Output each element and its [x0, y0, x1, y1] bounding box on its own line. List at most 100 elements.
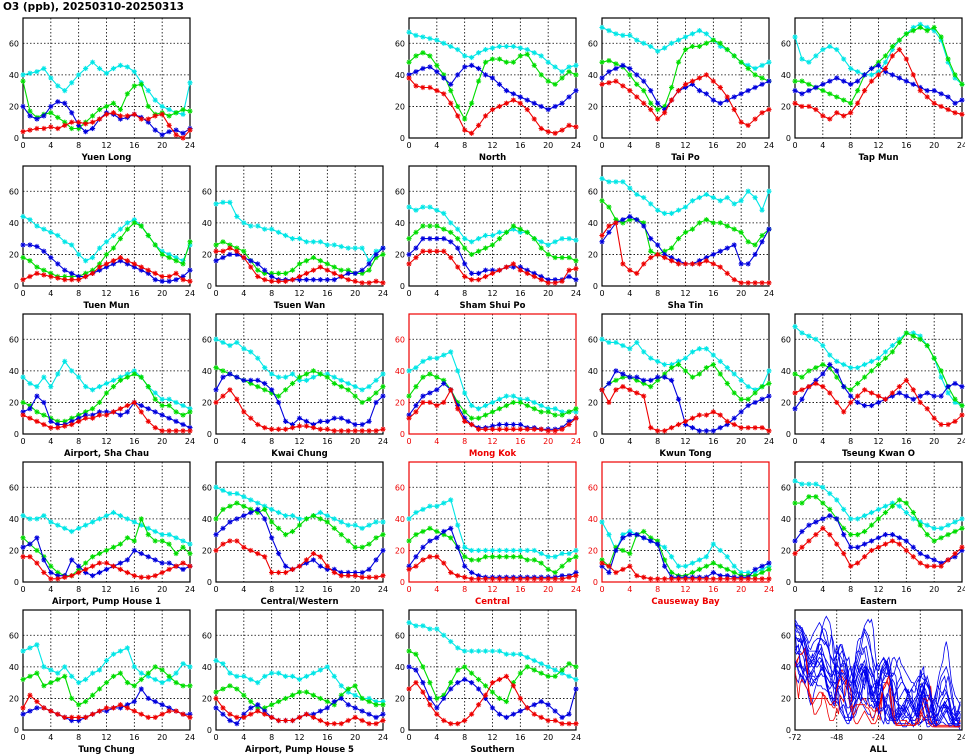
panel-tung-chung-point-blue-8 — [76, 717, 82, 724]
panel-central-xtick-0: 0 — [406, 585, 411, 594]
panel-sham-shui-po-point-green-11 — [482, 245, 489, 251]
panel-tung-chung-point-green-16 — [131, 683, 137, 689]
panel-central-western-point-red-7 — [262, 554, 268, 560]
panel-sham-shui-po-series-green — [406, 223, 579, 264]
panel-kwun-tong-point-blue-4 — [627, 374, 633, 380]
panel-north-point-blue-6 — [448, 81, 454, 87]
panel-tung-chung-point-blue-1 — [27, 708, 33, 714]
panel-tsuen-wan-point-cyan-20 — [352, 245, 358, 251]
panel-north-point-blue-7 — [455, 72, 461, 78]
panel-causeway-bay-point-red-8 — [655, 576, 661, 582]
panel-kwun-tong-point-cyan-9 — [662, 361, 668, 368]
panel-central-western-point-red-13 — [303, 557, 310, 563]
panel-central-western-point-green-7 — [262, 506, 268, 512]
panel-airport-pump-house-5-point-cyan-24 — [380, 698, 386, 705]
panel-eastern-point-cyan-2 — [806, 481, 812, 487]
panel-southern-point-blue-8 — [462, 676, 468, 683]
panel-kwun-tong-point-red-14 — [696, 412, 703, 418]
panel-yuen-long-point-red-15 — [124, 113, 130, 119]
panel-north-point-cyan-9 — [469, 54, 475, 61]
panel-airport-sha-chau-ytick-0: 0 — [14, 430, 19, 439]
panel-north-point-green-14 — [503, 59, 510, 65]
panel-airport-pump-house-5-point-cyan-16 — [324, 664, 330, 670]
panel-eastern-xtick-24: 24 — [957, 585, 965, 594]
panel-airport-sha-chau-point-cyan-15 — [124, 371, 130, 377]
panel-sham-shui-po-point-red-1 — [413, 254, 419, 261]
panel-kwai-chung-ytick-60: 60 — [202, 335, 212, 344]
panel-mong-kok-point-blue-2 — [420, 393, 426, 399]
panel-tung-chung-point-blue-24 — [187, 711, 193, 717]
panel-eastern-point-green-18 — [917, 522, 923, 528]
panel-central-point-red-22 — [559, 576, 565, 582]
panel-tai-po-point-cyan-5 — [634, 37, 640, 43]
panel-yuen-long-point-cyan-8 — [76, 72, 82, 78]
panel-tap-mun-point-red-3 — [813, 106, 819, 113]
panel-kwai-chung-point-blue-15 — [317, 418, 323, 424]
panel-kwai-chung-point-cyan-4 — [241, 346, 247, 352]
panel-central-western-point-blue-0 — [213, 532, 219, 538]
panel-north-point-red-22 — [559, 127, 565, 133]
panel-airport-sha-chau-point-blue-10 — [89, 412, 96, 418]
panel-causeway-bay-point-red-1 — [606, 563, 612, 569]
panel-airport-sha-chau-point-green-24 — [187, 409, 193, 415]
panel-tsuen-wan-point-red-7 — [262, 277, 268, 283]
panel-airport-pump-house-5-point-green-1 — [220, 686, 226, 692]
panel-tung-chung-point-cyan-18 — [145, 673, 151, 679]
panel-airport-pump-house-1-xtick-20: 20 — [157, 585, 167, 594]
panel-tseung-kwan-o-point-green-11 — [868, 368, 875, 374]
panel-southern-point-red-18 — [531, 711, 537, 717]
panel-sham-shui-po-point-cyan-12 — [489, 232, 496, 239]
panel-eastern-point-blue-23 — [952, 554, 958, 560]
panel-central-point-blue-8 — [462, 563, 468, 569]
panel-airport-pump-house-1-point-green-9 — [83, 560, 89, 566]
panel-central-point-cyan-6 — [448, 497, 454, 503]
panel-causeway-bay-point-green-13 — [689, 569, 696, 576]
panel-tai-po-point-blue-21 — [745, 88, 751, 94]
panel-tap-mun-series-cyan — [792, 21, 965, 87]
panel-causeway-bay-point-blue-8 — [655, 541, 661, 547]
panel-eastern-point-green-10 — [861, 528, 868, 535]
panel-tsuen-wan-point-green-8 — [269, 270, 275, 276]
panel-tung-chung-point-cyan-7 — [69, 673, 75, 679]
panel-sha-tin-point-cyan-21 — [745, 188, 751, 194]
panel-airport-sha-chau-point-cyan-19 — [152, 390, 158, 396]
panel-airport-pump-house-1-point-cyan-24 — [187, 541, 193, 547]
panel-kwun-tong-point-cyan-16 — [710, 352, 716, 358]
panel-mong-kok-point-red-19 — [538, 426, 544, 432]
panel-airport-sha-chau-point-blue-3 — [41, 399, 47, 406]
panel-yuen-long-point-blue-18 — [145, 119, 151, 125]
panel-sha-tin-point-cyan-9 — [662, 210, 668, 216]
panel-southern-point-blue-20 — [545, 702, 551, 708]
panel-airport-sha-chau-point-red-24 — [187, 428, 193, 434]
panel-airport-pump-house-1-point-green-2 — [34, 547, 40, 554]
panel-tap-mun-point-blue-13 — [882, 69, 889, 75]
panel-tuen-mun-point-red-7 — [69, 277, 75, 283]
panel-tap-mun-point-cyan-11 — [868, 72, 875, 78]
panel-yuen-long-point-red-22 — [173, 132, 179, 138]
panel-yuen-long-xtick-20: 20 — [157, 141, 167, 150]
panel-causeway-bay-point-blue-6 — [641, 535, 647, 541]
panel-sham-shui-po-point-cyan-0 — [406, 204, 412, 210]
panel-tsuen-wan-point-red-23 — [373, 278, 379, 284]
panel-kwun-tong-point-green-16 — [710, 361, 716, 368]
panel-airport-pump-house-1-point-red-17 — [138, 574, 144, 580]
panel-airport-sha-chau-point-cyan-10 — [89, 387, 96, 393]
panel-tsuen-wan-point-cyan-18 — [338, 243, 344, 250]
panel-kwun-tong-point-green-9 — [662, 371, 668, 377]
panel-airport-sha-chau-xtick-24: 24 — [185, 437, 195, 446]
panel-tseung-kwan-o-point-red-21 — [938, 421, 944, 428]
panel-north-point-red-13 — [496, 103, 503, 110]
panel-southern-point-red-13 — [496, 676, 503, 683]
panel-southern-point-cyan-16 — [517, 651, 523, 657]
panel-kwai-chung-point-green-1 — [220, 368, 226, 374]
panel-mong-kok-point-red-11 — [482, 426, 489, 432]
panel-sha-tin-point-green-20 — [738, 229, 744, 235]
panel-yuen-long-point-cyan-6 — [62, 88, 68, 94]
panel-tap-mun-series-red — [792, 46, 965, 122]
panel-tap-mun-point-blue-7 — [841, 78, 847, 84]
panel-eastern-point-green-1 — [799, 500, 805, 506]
panel-north-point-red-8 — [462, 127, 468, 133]
panel-tung-chung-point-green-10 — [89, 692, 96, 698]
